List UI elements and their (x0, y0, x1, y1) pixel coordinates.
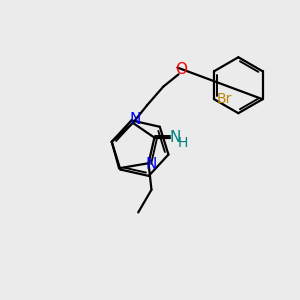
Text: Br: Br (217, 92, 232, 106)
Text: H: H (177, 136, 188, 150)
Text: N: N (145, 157, 157, 172)
Text: N: N (169, 130, 181, 145)
Text: O: O (175, 61, 187, 76)
Text: N: N (130, 112, 141, 127)
